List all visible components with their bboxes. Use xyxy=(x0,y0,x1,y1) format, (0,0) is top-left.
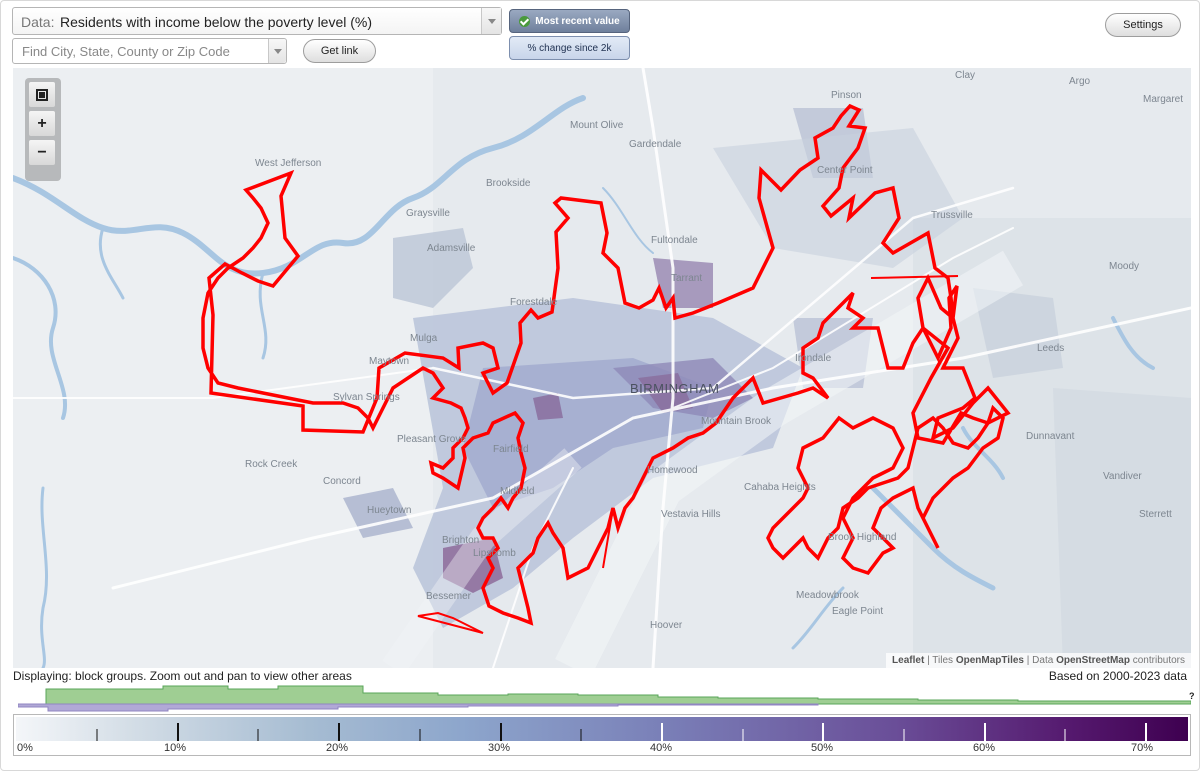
attribution-tiles: Tiles xyxy=(932,655,954,666)
place-label: Sylvan Springs xyxy=(333,392,400,403)
legend-tick-label: 40% xyxy=(650,742,673,754)
place-label: Gardendale xyxy=(629,139,682,150)
place-label: Midfield xyxy=(500,486,535,497)
most-recent-label: Most recent value xyxy=(535,15,620,27)
histogram-unknown-marker: ? xyxy=(1189,691,1195,701)
place-label: West Jefferson xyxy=(255,158,322,169)
get-link-button[interactable]: Get link xyxy=(303,39,376,63)
data-years-text: Based on 2000-2023 data xyxy=(1048,669,1187,683)
settings-button[interactable]: Settings xyxy=(1105,13,1181,37)
place-label: Rock Creek xyxy=(245,459,298,470)
city-boundary xyxy=(201,103,1011,634)
data-variable-select[interactable]: Data: Residents with income below the po… xyxy=(12,7,502,35)
percent-change-label: % change since 2k xyxy=(527,42,612,54)
location-search-input[interactable] xyxy=(12,38,287,64)
city-label-birmingham: BIRMINGHAM xyxy=(630,381,720,396)
map-attribution: Leaflet | Tiles OpenMapTiles | Data Open… xyxy=(886,653,1191,668)
attribution-data: Data xyxy=(1032,655,1054,666)
legend-tick-label: 60% xyxy=(973,742,996,754)
data-select-value: Residents with income below the poverty … xyxy=(60,14,373,30)
attribution-contributors: contributors xyxy=(1132,655,1185,666)
map-base-layer xyxy=(13,68,1191,668)
waterways xyxy=(13,95,1155,668)
map-zoom-controls: + − xyxy=(25,78,61,181)
place-label: Margaret xyxy=(1143,94,1184,105)
place-label: Mountain Brook xyxy=(701,416,772,427)
legend-tick-label: 30% xyxy=(488,742,511,754)
place-label: Adamsville xyxy=(427,243,476,254)
place-label: Bessemer xyxy=(426,591,472,602)
place-label: Homewood xyxy=(647,465,698,476)
legend-tick-label: 50% xyxy=(811,742,834,754)
place-label: Fairfield xyxy=(493,444,529,455)
place-label: Concord xyxy=(323,476,361,487)
place-label: Irondale xyxy=(795,353,832,364)
place-label: Mount Olive xyxy=(570,120,624,131)
place-label: Lipscomb xyxy=(473,548,516,559)
attribution-osm-link[interactable]: OpenStreetMap xyxy=(1056,655,1130,666)
search-dropdown-chevron-icon[interactable] xyxy=(268,39,286,63)
legend-ticks xyxy=(96,723,1147,741)
place-label: Cahaba Heights xyxy=(744,482,816,493)
legend-labels: 0% 10% 20% 30% 40% 50% 60% 70% xyxy=(14,742,1190,756)
place-label: Sterrett xyxy=(1139,509,1172,520)
place-label: Hoover xyxy=(650,620,683,631)
place-label: Brookside xyxy=(486,178,531,189)
fullscreen-icon xyxy=(36,88,48,101)
distribution-histogram xyxy=(18,685,1191,712)
legend-tick-label: 0% xyxy=(17,742,33,754)
place-label: Eagle Point xyxy=(832,606,884,617)
place-label: Brook Highland xyxy=(828,532,897,543)
place-label: Tarrant xyxy=(671,273,703,284)
place-label: Forestdale xyxy=(510,297,558,308)
zoom-out-button[interactable]: − xyxy=(29,140,55,165)
attribution-sep: | xyxy=(1026,655,1030,666)
place-label: Hueytown xyxy=(367,505,412,516)
place-label: Leeds xyxy=(1037,343,1065,354)
place-label: Center Point xyxy=(817,165,873,176)
highways xyxy=(13,68,1191,668)
place-label: Vestavia Hills xyxy=(661,509,721,520)
minus-icon: − xyxy=(37,143,47,161)
place-label: Meadowbrook xyxy=(796,590,859,601)
legend-tick-label: 70% xyxy=(1131,742,1154,754)
place-label: Pleasant Grove xyxy=(397,434,466,445)
place-label: Fultondale xyxy=(651,235,698,246)
chevron-down-icon[interactable] xyxy=(481,8,501,34)
attribution-leaflet-link[interactable]: Leaflet xyxy=(892,655,925,666)
place-label: Graysville xyxy=(406,208,450,219)
legend-color-bar xyxy=(16,717,1188,741)
most-recent-value-toggle[interactable]: Most recent value xyxy=(509,9,630,33)
legend-tick-label: 10% xyxy=(164,742,187,754)
place-label: Trussville xyxy=(931,210,973,221)
place-label: Dunnavant xyxy=(1026,431,1075,442)
legend-tick-label: 20% xyxy=(326,742,349,754)
attribution-sep: | xyxy=(927,655,930,666)
check-icon xyxy=(519,15,531,27)
place-label: Brighton xyxy=(442,535,480,546)
place-label: Clay xyxy=(955,70,976,81)
fullscreen-button[interactable] xyxy=(29,82,55,107)
data-select-label: Data: xyxy=(21,14,55,30)
place-label: Argo xyxy=(1069,76,1091,87)
percent-change-toggle[interactable]: % change since 2k xyxy=(509,36,630,60)
color-legend: 0% 10% 20% 30% 40% 50% 60% 70% xyxy=(13,714,1191,756)
place-label: Vandiver xyxy=(1103,471,1142,482)
place-label: Maytown xyxy=(369,356,410,367)
place-label: Moody xyxy=(1109,261,1140,272)
attribution-tiles-link[interactable]: OpenMapTiles xyxy=(955,655,1024,666)
place-label: Pinson xyxy=(831,90,862,101)
map-view[interactable]: Pinson Clay Argo Margaret Mount Olive Gardend… xyxy=(13,68,1191,668)
zoom-in-button[interactable]: + xyxy=(29,111,55,136)
plus-icon: + xyxy=(37,114,47,132)
displaying-text: Displaying: block groups. Zoom out and p… xyxy=(13,669,352,683)
place-label: Mulga xyxy=(410,333,438,344)
